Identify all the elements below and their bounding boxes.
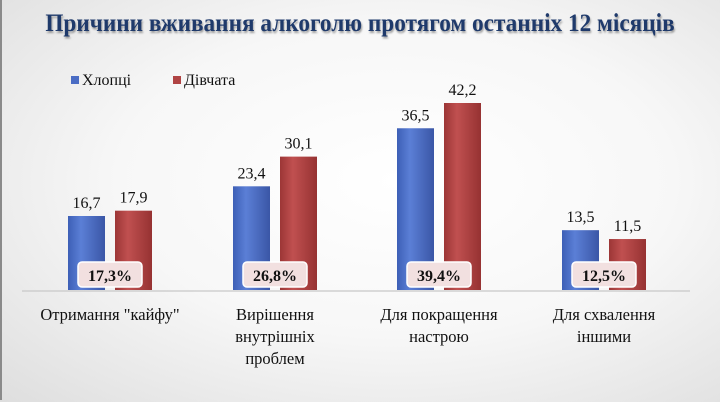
legend-swatch-boys	[71, 76, 79, 84]
legend-label-girls: Дівчата	[184, 72, 235, 89]
data-label: 17,9	[120, 190, 148, 207]
legend: Хлопці Дівчата	[71, 72, 235, 89]
category-label: іншими	[577, 327, 631, 346]
category-label: настрою	[409, 327, 469, 346]
category-label: Для схвалення	[553, 305, 656, 324]
total-label: 39,4%	[417, 268, 461, 285]
chart-title: Причини вживання алкоголю протягом остан…	[45, 10, 675, 37]
data-label: 42,2	[449, 82, 477, 99]
total-badge	[242, 261, 308, 288]
total-label: 12,5%	[582, 268, 626, 285]
category-label: Отримання "кайфу"	[40, 305, 179, 324]
category-label: внутрішніх	[235, 327, 315, 346]
total-badge	[571, 261, 637, 288]
category-label: Для покращення	[380, 305, 498, 324]
data-label: 16,7	[73, 195, 101, 212]
data-label: 23,4	[238, 165, 266, 182]
total-badge	[406, 261, 472, 288]
total-badge	[77, 261, 143, 288]
category-label: проблем	[245, 349, 305, 368]
data-label: 11,5	[614, 218, 641, 235]
category-label: Вирішення	[236, 305, 314, 324]
total-label: 26,8%	[253, 268, 297, 285]
legend-label-boys: Хлопці	[82, 72, 132, 89]
legend-swatch-girls	[173, 76, 181, 84]
data-label: 36,5	[402, 107, 430, 124]
data-label: 13,5	[567, 209, 595, 226]
data-label: 30,1	[285, 136, 313, 153]
bar-girls-2	[444, 103, 481, 290]
total-label: 17,3%	[88, 268, 132, 285]
